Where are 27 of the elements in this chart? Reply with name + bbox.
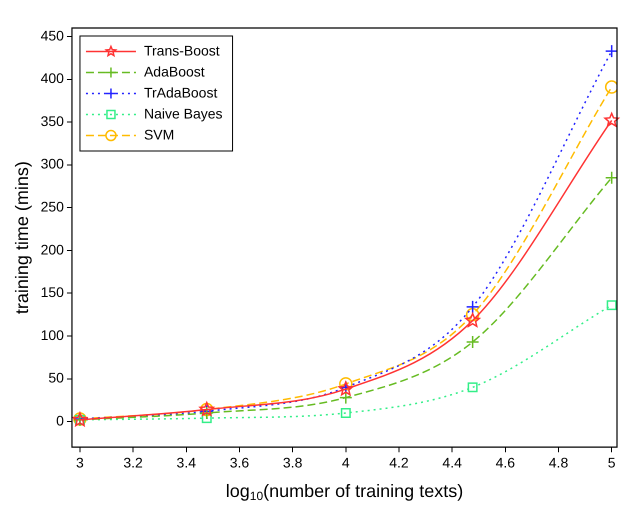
- y-tick-label: 450: [40, 27, 64, 44]
- y-axis-title: training time (mins): [12, 161, 32, 314]
- x-tick-label: 3.4: [176, 454, 196, 470]
- x-tick-label: 4: [342, 454, 350, 470]
- y-tick-label: 400: [40, 70, 64, 86]
- y-tick-label: 100: [40, 326, 64, 343]
- legend-label: Naive Bayes: [144, 105, 223, 122]
- legend-label: Trans-Boost: [144, 42, 220, 58]
- legend-label: TrAdaBoost: [144, 84, 218, 100]
- x-tick-label: 3.2: [123, 454, 144, 470]
- y-tick-label: 150: [40, 284, 64, 300]
- y-tick-label: 200: [40, 241, 64, 258]
- legend-label: SVM: [144, 126, 174, 142]
- x-tick-label: 4.8: [548, 454, 568, 470]
- y-tick-label: 0: [56, 412, 64, 428]
- y-tick-label: 350: [40, 112, 64, 129]
- x-tick-label: 3.8: [282, 454, 303, 470]
- x-tick-label: 4.4: [442, 454, 462, 470]
- y-tick-label: 250: [40, 198, 64, 215]
- x-tick-label: 5: [608, 454, 616, 470]
- y-tick-label: 300: [40, 156, 64, 172]
- y-tick-label: 50: [48, 370, 64, 386]
- x-tick-label: 3: [76, 454, 84, 470]
- x-tick-label: 4.6: [496, 454, 516, 470]
- legend-label: AdaBoost: [144, 63, 205, 80]
- x-tick-label: 4.2: [389, 454, 409, 470]
- x-tick-label: 3.6: [230, 454, 250, 470]
